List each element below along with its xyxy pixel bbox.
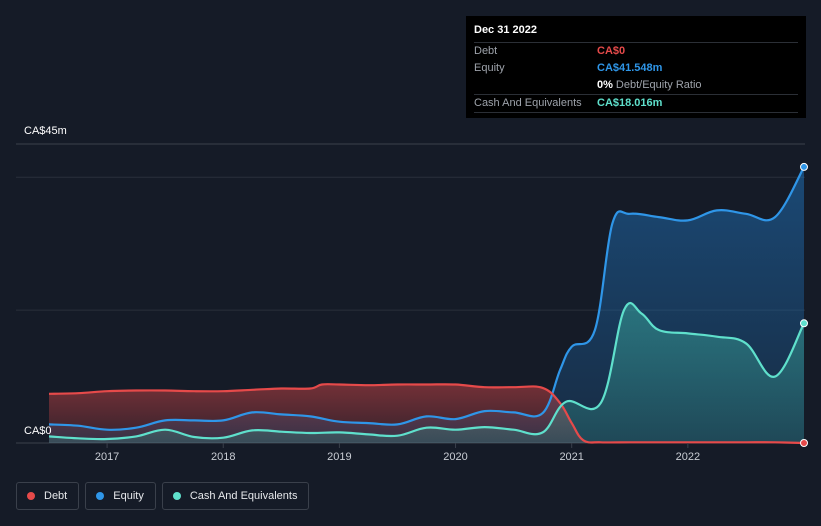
y-axis-zero-label: CA$0 [24,425,52,437]
x-tick-label-2019: 2019 [327,451,351,463]
end-marker-debt [800,439,808,447]
tooltip-row-equity: Equity CA$41.548m [474,60,798,77]
series-end-markers [800,162,808,447]
legend-label-equity: Equity [113,490,144,502]
legend: Debt Equity Cash And Equivalents [16,482,310,510]
end-marker-equity [800,162,808,171]
x-tick-label-2018: 2018 [211,451,235,463]
y-axis-max-label: CA$45m [24,125,67,137]
tooltip-cash-label: Cash And Equivalents [474,97,582,109]
legend-dot-equity [96,492,105,500]
legend-label-debt: Debt [44,490,68,502]
line-cash [48,302,805,441]
line-equity [48,166,805,431]
legend-label-cash: Cash And Equivalents [189,490,298,502]
tooltip-ratio-label: Debt/Equity Ratio [615,79,702,91]
tooltip-row-debt: Debt CA$0 [474,42,798,60]
x-tick-label-2022: 2022 [676,451,700,463]
tooltip-equity-label: Equity [474,62,505,74]
tooltip-row-cash: Cash And Equivalents CA$18.016m [474,94,798,113]
x-tick-label-2020: 2020 [443,451,467,463]
legend-dot-cash [172,492,181,500]
area-cash [49,302,804,443]
tooltip-ratio-value: 0% [597,79,613,91]
legend-item-debt[interactable]: Debt [16,482,80,510]
tooltip-row-ratio: 0% Debt/Equity Ratio [474,77,798,94]
tooltip-debt-value: CA$0 [597,45,626,57]
tooltip-cash-value: CA$18.016m [597,97,663,109]
series-lines [48,166,805,445]
legend-dot-debt [27,492,35,500]
tooltip-date: Dec 31 2022 [474,24,537,36]
tooltip-debt-label: Debt [474,45,498,57]
legend-item-cash[interactable]: Cash And Equivalents [161,482,310,510]
x-tick-label-2021: 2021 [559,451,583,463]
line-debt [48,383,805,445]
x-axis-ticks: 2017 2018 2019 2020 2021 2022 [95,443,700,463]
tooltip-panel: Dec 31 2022 Debt CA$0 Equity CA$41.548m … [466,16,806,118]
x-tick-label-2017: 2017 [95,451,119,463]
end-marker-cash [800,319,808,328]
legend-item-equity[interactable]: Equity [85,482,156,510]
area-debt [49,384,804,443]
series-areas [49,166,804,443]
tooltip-equity-value: CA$41.548m [597,62,663,74]
